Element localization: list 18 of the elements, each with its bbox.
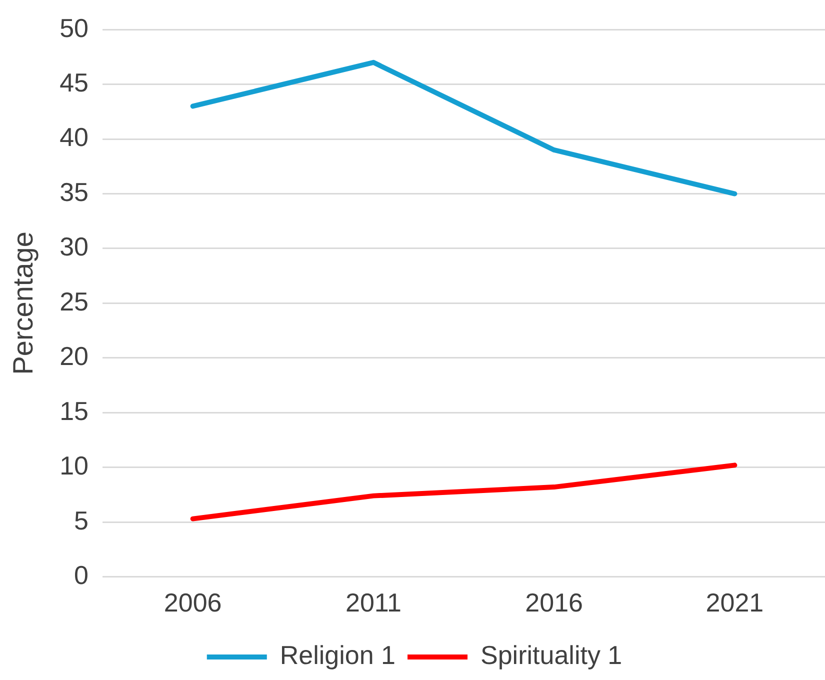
x-tick-label: 2021 [706,588,764,618]
legend-label: Spirituality 1 [480,640,622,670]
y-tick-label: 35 [60,176,89,207]
y-tick-label: 30 [60,232,89,262]
legend-label: Religion 1 [280,640,396,670]
y-tick-label: 40 [60,122,89,152]
y-tick-label: 0 [74,560,89,590]
y-tick-label: 10 [60,450,89,481]
y-tick-label: 50 [60,12,89,43]
y-tick-label: 15 [60,396,89,426]
x-tick-label: 2011 [345,588,402,618]
y-tick-label: 25 [60,286,89,316]
y-tick-label: 20 [60,341,89,372]
y-tick-label: 5 [74,505,89,536]
x-tick-label: 2016 [525,588,583,618]
x-tick-label: 2006 [164,588,222,618]
y-axis-title: Percentage [8,232,39,375]
y-tick-label: 45 [60,67,89,98]
